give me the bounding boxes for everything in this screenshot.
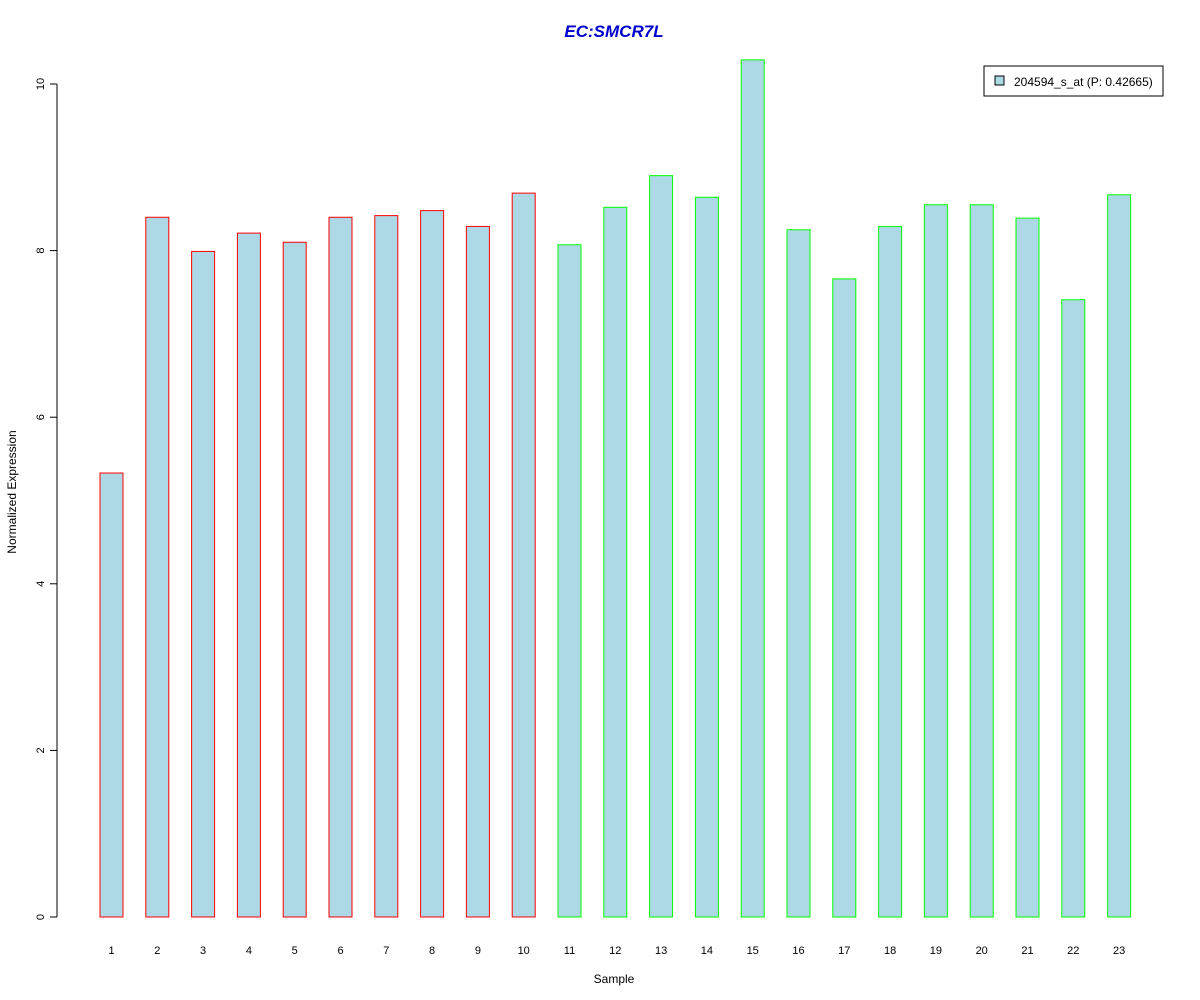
y-tick-label: 8 (35, 248, 47, 254)
legend-box (983, 65, 1164, 97)
x-axis-tick-labels: 1 2 3 4 5 6 7 8 9 10 11 12 13 14 15 16 17 18 19 20 21 22 23 (108, 945, 1125, 957)
x-tick-label: 23 (1113, 945, 1125, 957)
bar-sample-14 (694, 196, 719, 918)
x-tick-label: 13 (655, 945, 667, 957)
y-axis-label: Normalized Expression (5, 430, 19, 553)
x-tick-label: 2 (154, 945, 160, 957)
bar-sample-4 (236, 232, 261, 918)
bar-sample-6 (328, 216, 353, 918)
y-axis: 0 2 4 6 8 10 (35, 78, 58, 920)
x-tick-label: 17 (838, 945, 850, 957)
x-tick-label: 22 (1067, 945, 1079, 957)
bar-sample-3 (191, 250, 216, 918)
bar-sample-22 (1061, 299, 1086, 918)
legend-swatch (994, 75, 1005, 86)
bar-sample-8 (420, 210, 445, 918)
x-tick-label: 18 (884, 945, 896, 957)
legend: 204594_s_at (P: 0.42665) (983, 65, 1164, 97)
bar-sample-11 (557, 244, 582, 918)
x-tick-label: 11 (564, 945, 575, 957)
bar-sample-9 (465, 225, 490, 918)
bar-sample-15 (740, 59, 765, 918)
x-tick-label: 21 (1021, 945, 1033, 957)
x-tick-label: 4 (246, 945, 252, 957)
bar-sample-21 (1015, 217, 1040, 918)
bars (99, 59, 1132, 918)
y-tick-label: 0 (35, 914, 47, 920)
y-tick-label: 10 (35, 78, 47, 90)
x-tick-label: 12 (609, 945, 621, 957)
bar-sample-19 (923, 204, 948, 918)
x-axis-label: Sample (594, 972, 635, 986)
bar-sample-7 (374, 215, 399, 918)
x-tick-label: 8 (429, 945, 435, 957)
bar-sample-12 (603, 206, 628, 918)
bar-sample-13 (649, 175, 674, 918)
x-tick-label: 5 (292, 945, 298, 957)
bar-sample-5 (282, 241, 307, 918)
x-tick-label: 6 (337, 945, 343, 957)
chart-title: EC:SMCR7L (564, 22, 663, 41)
bar-sample-20 (969, 204, 994, 918)
x-tick-label: 3 (200, 945, 206, 957)
y-tick-label: 2 (35, 747, 47, 753)
bar-sample-18 (878, 225, 903, 918)
bar-sample-17 (832, 278, 857, 918)
x-tick-label: 10 (518, 945, 530, 957)
x-tick-label: 19 (930, 945, 942, 957)
y-tick-label: 6 (35, 414, 47, 420)
bar-sample-1 (99, 472, 124, 918)
bar-sample-10 (511, 192, 536, 918)
bar-sample-16 (786, 229, 811, 918)
x-tick-label: 15 (747, 945, 759, 957)
bar-sample-2 (145, 216, 170, 918)
x-tick-label: 7 (383, 945, 389, 957)
x-tick-label: 1 (108, 945, 114, 957)
legend-label: 204594_s_at (P: 0.42665) (1014, 75, 1153, 89)
x-tick-label: 16 (792, 945, 804, 957)
x-tick-label: 9 (475, 945, 481, 957)
bar-sample-23 (1107, 194, 1132, 918)
x-tick-label: 14 (701, 945, 713, 957)
x-tick-label: 20 (976, 945, 988, 957)
y-tick-label: 4 (35, 581, 47, 587)
